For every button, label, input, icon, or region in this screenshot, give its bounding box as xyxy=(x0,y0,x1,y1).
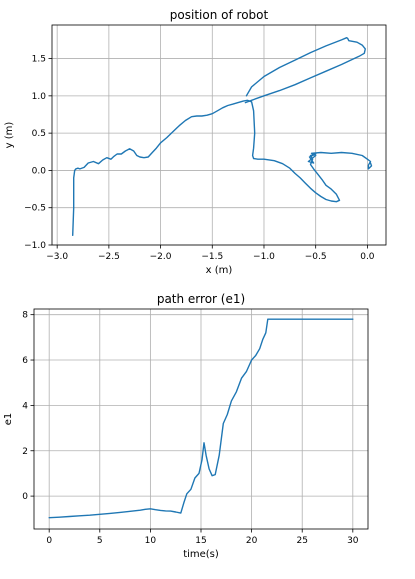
y-tick-label: 1.0 xyxy=(32,92,47,102)
x-tick-label: −1.5 xyxy=(201,252,223,262)
series-line-1 xyxy=(48,318,354,519)
y-tick-label: 2 xyxy=(22,447,28,457)
x-tick-label: 15 xyxy=(195,536,206,546)
x-tick-label: 0.0 xyxy=(360,252,375,262)
x-tick-label: −3.0 xyxy=(46,252,68,262)
x-tick-label: −1.0 xyxy=(253,252,275,262)
x-tick-label: 5 xyxy=(97,536,103,546)
x-tick-label: 20 xyxy=(246,536,258,546)
chart-2: 0 5 10 15 20 25 30 0 2 4 6 8 path error (e1) time(s) e… xyxy=(3,292,369,560)
x-tick-label: 25 xyxy=(296,536,307,546)
y-axis-label: e1 xyxy=(3,413,14,426)
y-tick-label: 8 xyxy=(22,311,28,321)
y-tick-label: −1.0 xyxy=(24,241,46,251)
y-tick-label: −0.5 xyxy=(24,204,46,214)
x-axis-label: time(s) xyxy=(183,549,219,560)
y-tick-label: 6 xyxy=(22,356,28,366)
x-tick-label: 10 xyxy=(145,536,157,546)
x-tick-label: −2.0 xyxy=(150,252,172,262)
x-axis-label: x (m) xyxy=(206,265,233,276)
y-axis-label: y (m) xyxy=(4,122,15,149)
chart-title: position of robot xyxy=(170,8,269,22)
y-tick-label: 0.5 xyxy=(32,129,46,139)
series-line-1 xyxy=(71,99,373,237)
x-tick-label: −0.5 xyxy=(305,252,327,262)
y-tick-label: 1.5 xyxy=(32,55,46,65)
x-tick-label: 0 xyxy=(46,536,52,546)
chart-title: path error (e1) xyxy=(157,292,245,306)
y-tick-label: 0.0 xyxy=(32,166,47,176)
series-line-2 xyxy=(244,37,366,104)
chart-1: −3.0 −2.5 −2.0 −1.5 −1.0 −0.5 0.0 −1.0 −0.5 0.0 0.… xyxy=(4,8,387,276)
y-tick-label: 4 xyxy=(22,401,28,411)
y-tick-label: 0 xyxy=(22,492,28,502)
x-tick-label: 30 xyxy=(347,536,359,546)
x-tick-label: −2.5 xyxy=(98,252,120,262)
plot-frame xyxy=(51,24,387,246)
